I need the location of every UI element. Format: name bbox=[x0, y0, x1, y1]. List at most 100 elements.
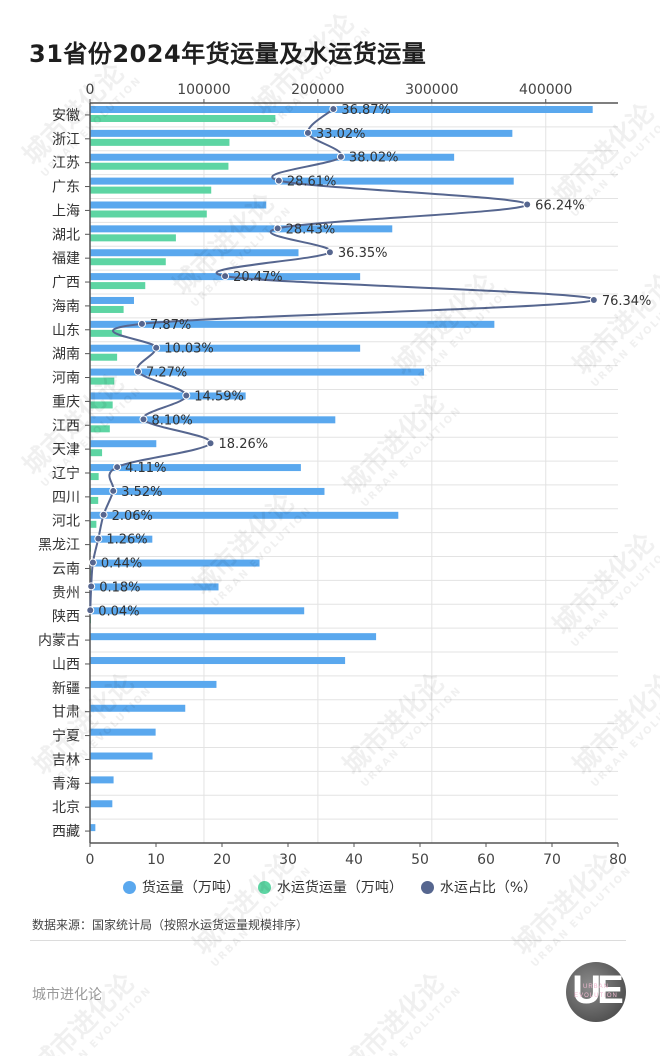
bottom-tick-label: 60 bbox=[477, 852, 495, 868]
bar-total[interactable] bbox=[90, 392, 246, 400]
ratio-point[interactable] bbox=[182, 391, 191, 400]
bar-total[interactable] bbox=[90, 607, 305, 615]
bar-water[interactable] bbox=[90, 401, 113, 409]
ratio-point[interactable] bbox=[94, 534, 103, 543]
bottom-tick-label: 30 bbox=[279, 852, 297, 868]
category-label: 江苏 bbox=[52, 156, 80, 172]
legend-item-ratio[interactable]: 水运占比（%） bbox=[420, 876, 537, 898]
bar-water[interactable] bbox=[90, 473, 99, 481]
category-label: 西藏 bbox=[52, 824, 80, 840]
ratio-point[interactable] bbox=[86, 606, 95, 615]
bar-total[interactable] bbox=[90, 440, 157, 448]
bar-water[interactable] bbox=[90, 282, 146, 290]
ratio-point[interactable] bbox=[87, 582, 96, 591]
ratio-label: 4.11% bbox=[125, 461, 166, 476]
bar-total[interactable] bbox=[90, 583, 219, 591]
bar-water[interactable] bbox=[90, 305, 124, 313]
bottom-tick-label: 40 bbox=[345, 852, 363, 868]
bar-total[interactable] bbox=[90, 177, 514, 185]
brand-logo-icon: UE URBAN EVOLUTION bbox=[566, 962, 626, 1022]
bar-total[interactable] bbox=[90, 752, 153, 760]
bar-total[interactable] bbox=[90, 680, 217, 688]
ratio-label: 76.34% bbox=[602, 294, 652, 309]
bar-total[interactable] bbox=[90, 657, 346, 665]
bar-water[interactable] bbox=[90, 210, 207, 218]
ratio-point[interactable] bbox=[274, 176, 283, 185]
ratio-point[interactable] bbox=[589, 295, 598, 304]
bar-total[interactable] bbox=[90, 153, 455, 161]
bar-total[interactable] bbox=[90, 487, 325, 495]
ratio-point[interactable] bbox=[152, 343, 161, 352]
bar-total[interactable] bbox=[90, 824, 96, 832]
category-label: 山东 bbox=[52, 323, 80, 339]
bar-water[interactable] bbox=[90, 353, 118, 361]
chart-legend: 货运量（万吨） 水运货运量（万吨） 水运占比（%） bbox=[0, 876, 660, 898]
ratio-label: 1.26% bbox=[106, 533, 147, 548]
ratio-point[interactable] bbox=[139, 415, 148, 424]
category-label: 上海 bbox=[52, 203, 80, 219]
legend-item-water[interactable]: 水运货运量（万吨） bbox=[257, 876, 403, 898]
ratio-label: 2.06% bbox=[112, 509, 153, 524]
bar-total[interactable] bbox=[90, 344, 361, 352]
ratio-point[interactable] bbox=[523, 200, 532, 209]
ratio-point[interactable] bbox=[336, 152, 345, 161]
bar-total[interactable] bbox=[90, 728, 156, 736]
category-label: 黑龙江 bbox=[38, 538, 80, 554]
ratio-point[interactable] bbox=[325, 248, 334, 257]
bar-total[interactable] bbox=[90, 704, 186, 712]
bar-water[interactable] bbox=[90, 496, 99, 504]
category-label: 浙江 bbox=[52, 132, 80, 148]
ratio-point[interactable] bbox=[88, 558, 97, 567]
bar-water[interactable] bbox=[90, 520, 97, 528]
ratio-point[interactable] bbox=[206, 439, 215, 448]
bar-total[interactable] bbox=[90, 416, 336, 424]
ratio-point[interactable] bbox=[273, 224, 282, 233]
bar-water[interactable] bbox=[90, 377, 115, 385]
ratio-point[interactable] bbox=[109, 486, 118, 495]
ratio-point[interactable] bbox=[133, 367, 142, 376]
bar-water[interactable] bbox=[90, 115, 276, 122]
bar-total[interactable] bbox=[90, 464, 301, 472]
category-label: 安徽 bbox=[52, 108, 80, 124]
bottom-tick-label: 50 bbox=[411, 852, 429, 868]
ratio-label: 14.59% bbox=[194, 389, 244, 404]
top-tick-label: 400000 bbox=[519, 82, 572, 98]
bar-water[interactable] bbox=[90, 449, 103, 457]
bar-water[interactable] bbox=[90, 234, 176, 242]
ratio-line bbox=[89, 108, 595, 611]
bar-total[interactable] bbox=[90, 633, 377, 641]
bar-total[interactable] bbox=[90, 106, 593, 113]
bar-total[interactable] bbox=[90, 249, 299, 257]
brand-name: 城市进化论 bbox=[32, 987, 102, 1003]
ratio-label: 8.10% bbox=[151, 413, 192, 428]
bar-total[interactable] bbox=[90, 201, 267, 209]
bar-total[interactable] bbox=[90, 129, 513, 137]
bar-water[interactable] bbox=[90, 425, 110, 433]
bar-total[interactable] bbox=[90, 800, 113, 808]
ratio-point[interactable] bbox=[221, 272, 230, 281]
bar-water[interactable] bbox=[90, 186, 212, 194]
bar-total[interactable] bbox=[90, 225, 393, 233]
bar-total[interactable] bbox=[90, 559, 260, 567]
bar-total[interactable] bbox=[90, 776, 114, 784]
ratio-label: 66.24% bbox=[535, 198, 585, 213]
bar-water[interactable] bbox=[90, 162, 229, 170]
bar-total[interactable] bbox=[90, 368, 425, 376]
ratio-point[interactable] bbox=[329, 105, 338, 113]
data-source-note: 数据来源：国家统计局（按照水运货运量规模排序） bbox=[32, 918, 309, 932]
bar-water[interactable] bbox=[90, 258, 166, 266]
ratio-point[interactable] bbox=[99, 510, 108, 519]
bar-water[interactable] bbox=[90, 329, 122, 337]
bar-total[interactable] bbox=[90, 320, 495, 328]
bar-water[interactable] bbox=[90, 138, 230, 146]
ratio-point[interactable] bbox=[137, 319, 146, 328]
bar-total[interactable] bbox=[90, 511, 399, 519]
category-label: 河北 bbox=[52, 514, 80, 530]
ratio-point[interactable] bbox=[303, 128, 312, 137]
legend-item-total[interactable]: 货运量（万吨） bbox=[122, 876, 240, 898]
category-label: 吉林 bbox=[52, 752, 80, 768]
bar-total[interactable] bbox=[90, 535, 153, 543]
bar-total[interactable] bbox=[90, 296, 134, 304]
ratio-label: 10.03% bbox=[164, 342, 214, 357]
ratio-point[interactable] bbox=[113, 463, 122, 472]
